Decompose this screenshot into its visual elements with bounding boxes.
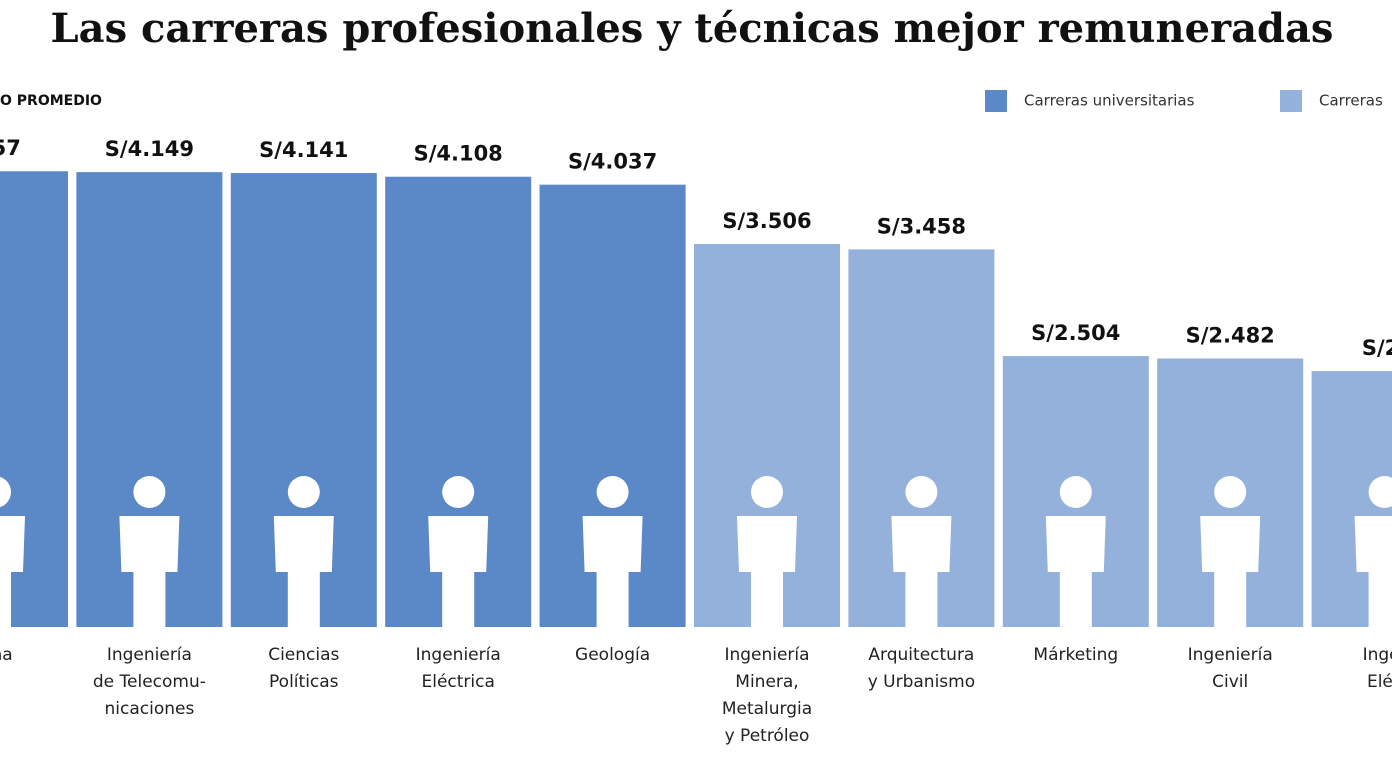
x-tick-label: de Telecomu- [93, 672, 206, 692]
x-tick-label: Ingeniería [1188, 645, 1273, 665]
value-label: S/4.141 [259, 138, 348, 162]
icon [428, 516, 489, 627]
icon [287, 476, 320, 508]
x-tick-label: Civil [1212, 672, 1248, 692]
icon [442, 476, 475, 508]
icon [1045, 516, 1106, 627]
icon [133, 476, 166, 508]
icon [273, 516, 334, 627]
icon [751, 476, 783, 508]
x-tick-label: Eléc [1367, 672, 1392, 692]
x-tick-label: y Urbanismo [868, 672, 975, 692]
value-label: S/3.458 [877, 214, 966, 238]
x-tick-label: nicaciones [104, 699, 194, 719]
icon [905, 476, 938, 508]
value-label: S/4.149 [105, 137, 194, 161]
value-label: S/2.504 [1031, 321, 1120, 345]
icon [0, 476, 11, 508]
x-tick-label: Ingeniería [416, 645, 501, 665]
x-tick-label: Inger [1363, 645, 1392, 665]
chart-title: Las carreras profesionales y técnicas me… [51, 5, 1334, 52]
icon [891, 516, 952, 627]
x-tick-label: Metalurgia [722, 699, 812, 719]
icon [119, 516, 180, 627]
x-tick-label: Eléctrica [421, 672, 494, 692]
icon [1059, 476, 1092, 508]
y-axis-label: O PROMEDIO [0, 93, 102, 109]
value-label: S/4.108 [414, 142, 503, 166]
value-label: S/4.037 [568, 150, 657, 174]
x-tick-label: y Petróleo [725, 726, 810, 746]
legend-label: Carreras [1319, 92, 1383, 110]
icon [1368, 476, 1392, 508]
icon [582, 516, 643, 627]
legend-label: Carreras universitarias [1024, 92, 1195, 110]
icon [596, 476, 629, 508]
x-tick-label: Geología [575, 645, 650, 665]
x-tick-label: Minera, [735, 672, 798, 692]
x-tick-label: Ingeniería [724, 645, 809, 665]
x-tick-label: Ciencias [268, 645, 339, 665]
value-label: S/2. [1362, 336, 1392, 360]
x-tick-label: Políticas [269, 672, 339, 692]
x-tick-label: cina [0, 645, 13, 665]
value-label: S/2.482 [1186, 324, 1275, 348]
value-label: .157 [0, 136, 21, 160]
x-tick-label: Márketing [1033, 645, 1118, 665]
icon [1354, 516, 1392, 627]
x-tick-label: Arquitectura [868, 645, 974, 665]
icon [1214, 476, 1247, 508]
icon [737, 516, 797, 627]
value-label: S/3.506 [722, 209, 811, 233]
legend-swatch [985, 90, 1007, 112]
x-tick-label: Ingeniería [107, 645, 192, 665]
icon [0, 516, 25, 627]
legend-swatch [1280, 90, 1302, 112]
icon [1200, 516, 1261, 627]
